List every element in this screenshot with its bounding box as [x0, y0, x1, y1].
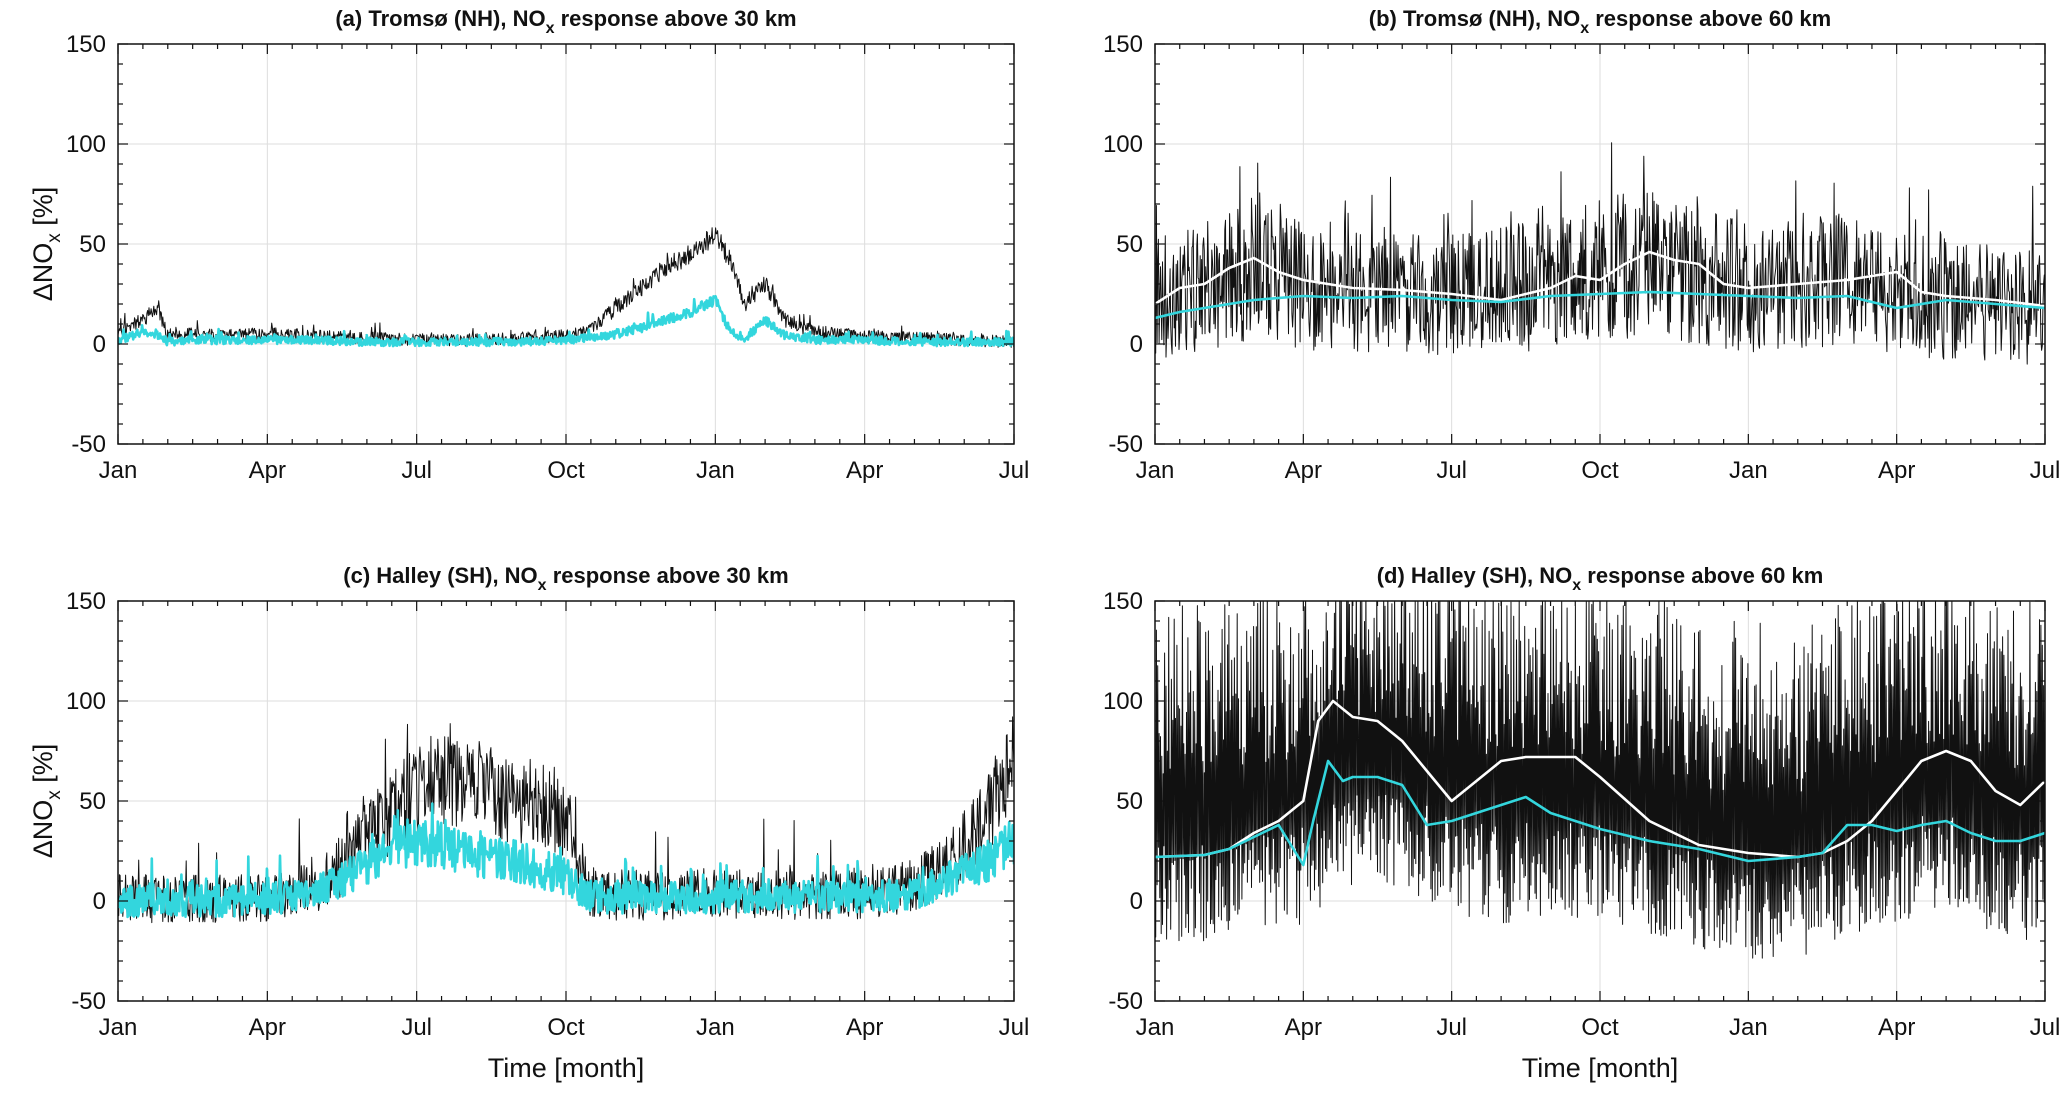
- x-tick-label: Apr: [1285, 1014, 1322, 1041]
- series-filtered-line: [118, 802, 1014, 919]
- panel-a: Jan Apr Jul Oct Jan Apr Jul 150 100 50 0 -50 (a) Tro…: [28, 6, 1029, 484]
- y-tick-label: 150: [1103, 31, 1143, 58]
- series-group: [118, 716, 1014, 924]
- x-tick-label: Apr: [249, 1014, 286, 1041]
- y-axis-label: ΔNOx [%]: [28, 187, 65, 302]
- series-group: [1155, 142, 2045, 365]
- panel-title: (c) Halley (SH), NOx response above 30 k…: [343, 563, 788, 594]
- x-tick-label: Oct: [1581, 1014, 1619, 1041]
- x-tick-label: Jan: [696, 457, 735, 484]
- x-tick-label: Jan: [1729, 457, 1768, 484]
- panel-title: (d) Halley (SH), NOx response above 60 k…: [1377, 563, 1824, 594]
- series-raw-line: [1155, 142, 2045, 365]
- y-axis-label-main: ΔNO: [28, 243, 58, 302]
- series-filtered-line: [1155, 290, 2045, 320]
- series-group: [118, 227, 1014, 348]
- x-tick-label: Jan: [1136, 1014, 1175, 1041]
- x-tick-label: Jul: [1436, 1014, 1467, 1041]
- x-tick-label: Jan: [1729, 1014, 1768, 1041]
- series-mean-line: [1155, 250, 2045, 308]
- y-tick-label: 100: [66, 131, 106, 158]
- panel-b: Jan Apr Jul Oct Jan Apr Jul 150 100 50 0 -50 (b) Tro…: [1103, 6, 2060, 484]
- ticks: [1154, 600, 2046, 1002]
- x-tick-label: Apr: [1285, 457, 1322, 484]
- y-tick-label: 150: [66, 588, 106, 615]
- y-tick-label: -50: [1108, 431, 1143, 458]
- panel-title-main: (d) Halley (SH), NO: [1377, 563, 1573, 588]
- panel-title: (b) Tromsø (NH), NOx response above 60 k…: [1369, 6, 1831, 37]
- panel-title-subscript: x: [538, 577, 547, 594]
- x-tick-label: Jul: [999, 457, 1030, 484]
- x-tick-label: Jan: [99, 1014, 138, 1041]
- y-tick-label: 150: [1103, 588, 1143, 615]
- panel-title-subscript: x: [1580, 20, 1589, 37]
- series-filtered-line: [1155, 759, 2045, 867]
- y-tick-label: 0: [1130, 888, 1143, 915]
- y-tick-label: -50: [1108, 988, 1143, 1015]
- y-axis-label-subscript: x: [44, 233, 65, 243]
- y-tick-label: 100: [1103, 688, 1143, 715]
- x-tick-label: Jul: [401, 1014, 432, 1041]
- x-tick-label: Oct: [547, 457, 585, 484]
- y-axis-label-rest: [%]: [28, 744, 58, 791]
- y-axis-label: ΔNOx [%]: [28, 744, 65, 859]
- panel-title-rest: response above 30 km: [547, 563, 789, 588]
- y-tick-label: 150: [66, 31, 106, 58]
- ticks: [117, 43, 1015, 445]
- y-tick-label: -50: [71, 988, 106, 1015]
- panel-title-rest: response above 30 km: [555, 6, 797, 31]
- x-tick-label: Jan: [1136, 457, 1175, 484]
- grid: [118, 44, 1014, 444]
- panel-title-rest: response above 60 km: [1581, 563, 1823, 588]
- series-group: [1155, 601, 2045, 959]
- panel-title-rest: response above 60 km: [1589, 6, 1831, 31]
- y-axis-label-main: ΔNO: [28, 800, 58, 859]
- series-filtered-line: [118, 294, 1014, 348]
- panel-title-main: (a) Tromsø (NH), NO: [335, 6, 545, 31]
- x-tick-label: Jul: [2030, 1014, 2061, 1041]
- y-tick-label: 50: [1116, 788, 1143, 815]
- x-tick-label: Apr: [1878, 1014, 1915, 1041]
- panel-d: Jan Apr Jul Oct Jan Apr Jul 150 100 50 0 -50 (d) Hal…: [1103, 563, 2061, 1083]
- panel-c: Jan Apr Jul Oct Jan Apr Jul 150 100 50 0 -50 (c) Hal…: [28, 563, 1029, 1083]
- x-axis-label: Time [month]: [1522, 1053, 1679, 1083]
- y-tick-label: 100: [66, 688, 106, 715]
- y-axis-label-rest: [%]: [28, 187, 58, 234]
- panel-title-main: (b) Tromsø (NH), NO: [1369, 6, 1580, 31]
- x-tick-label: Apr: [1878, 457, 1915, 484]
- x-tick-label: Apr: [249, 457, 286, 484]
- grid: [118, 601, 1014, 1001]
- x-axis-label: Time [month]: [488, 1053, 645, 1083]
- x-tick-label: Jan: [696, 1014, 735, 1041]
- y-axis-label-subscript: x: [44, 790, 65, 800]
- y-tick-label: 50: [79, 231, 106, 258]
- y-tick-label: 100: [1103, 131, 1143, 158]
- x-tick-label: Jul: [1436, 457, 1467, 484]
- y-tick-label: 0: [93, 331, 106, 358]
- x-tick-label: Jul: [401, 457, 432, 484]
- y-tick-label: -50: [71, 431, 106, 458]
- panel-title-subscript: x: [546, 20, 555, 37]
- panel-title-subscript: x: [1572, 577, 1581, 594]
- ticks: [1154, 43, 2046, 445]
- y-tick-label: 0: [93, 888, 106, 915]
- x-tick-label: Jul: [999, 1014, 1030, 1041]
- x-tick-label: Oct: [1581, 457, 1619, 484]
- x-tick-label: Apr: [846, 1014, 883, 1041]
- panel-title: (a) Tromsø (NH), NOx response above 30 k…: [335, 6, 796, 37]
- y-tick-label: 50: [79, 788, 106, 815]
- x-tick-label: Jul: [2030, 457, 2061, 484]
- x-tick-label: Oct: [547, 1014, 585, 1041]
- y-tick-label: 50: [1116, 231, 1143, 258]
- ticks: [117, 600, 1015, 1002]
- series-mean-line: [1155, 699, 2045, 859]
- y-tick-label: 0: [1130, 331, 1143, 358]
- x-tick-label: Apr: [846, 457, 883, 484]
- x-tick-label: Jan: [99, 457, 138, 484]
- panel-title-main: (c) Halley (SH), NO: [343, 563, 537, 588]
